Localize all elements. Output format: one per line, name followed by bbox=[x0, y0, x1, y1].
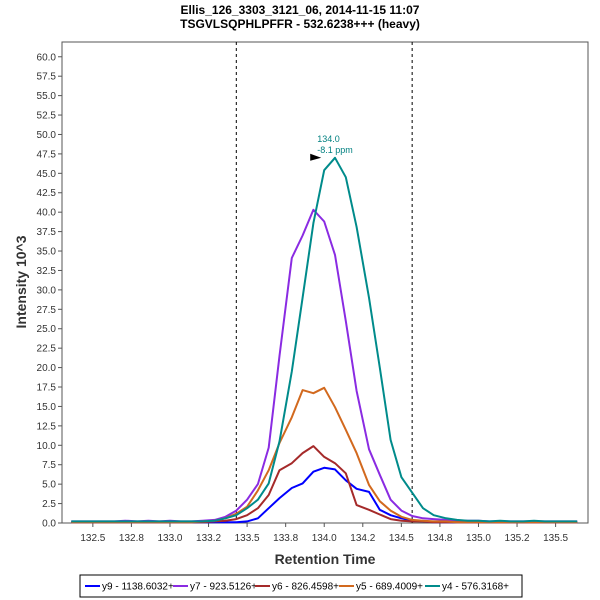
y-tick-label: 22.5 bbox=[37, 344, 57, 355]
y-tick-label: 45.0 bbox=[37, 169, 57, 180]
x-tick-label: 135.2 bbox=[505, 533, 530, 544]
legend-label: y5 - 689.4009+ bbox=[356, 582, 423, 593]
series-line-y4 bbox=[71, 156, 578, 523]
y-tick-label: 12.5 bbox=[37, 421, 57, 432]
x-tick-label: 132.8 bbox=[119, 533, 144, 544]
plot-area bbox=[61, 41, 589, 524]
y-tick-label: 17.5 bbox=[37, 383, 57, 394]
x-tick-label: 134.8 bbox=[427, 533, 452, 544]
y-tick-label: 2.5 bbox=[42, 499, 56, 510]
x-tick-label: 133.8 bbox=[273, 533, 298, 544]
y-tick-label: 52.5 bbox=[37, 111, 57, 122]
y-tick-label: 20.0 bbox=[37, 363, 57, 374]
x-tick-label: 135.0 bbox=[466, 533, 491, 544]
x-tick-label: 134.5 bbox=[389, 533, 414, 544]
y-tick-label: 50.0 bbox=[37, 130, 57, 141]
x-tick-label: 133.5 bbox=[235, 533, 260, 544]
y-tick-label: 35.0 bbox=[37, 247, 57, 258]
y-tick-label: 15.0 bbox=[37, 402, 57, 413]
y-tick-label: 10.0 bbox=[37, 441, 57, 452]
y-tick-label: 37.5 bbox=[37, 227, 57, 238]
y-tick-label: 57.5 bbox=[37, 72, 57, 83]
chart-title: Ellis_126_3303_3121_06, 2014-11-15 11:07 bbox=[181, 3, 420, 17]
y-tick-label: 60.0 bbox=[37, 52, 57, 63]
legend: y9 - 1138.6032+ y7 - 923.5126+ y6 - 826.45… bbox=[79, 574, 523, 598]
y-tick-label: 27.5 bbox=[37, 305, 57, 316]
y-tick-label: 7.5 bbox=[42, 460, 56, 471]
y-axis-title: Intensity 10^3 bbox=[13, 235, 29, 328]
y-tick-label: 30.0 bbox=[37, 285, 57, 296]
x-tick-label: 134.0 bbox=[312, 533, 337, 544]
y-tick-label: 25.0 bbox=[37, 324, 57, 335]
x-tick-label: 134.2 bbox=[350, 533, 375, 544]
x-tick-label: 133.2 bbox=[196, 533, 221, 544]
y-tick-label: 5.0 bbox=[42, 480, 56, 491]
y-tick-label: 42.5 bbox=[37, 188, 57, 199]
peak-annotation-time: 134.0 bbox=[317, 134, 340, 144]
y-tick-label: 47.5 bbox=[37, 149, 57, 160]
y-tick-label: 55.0 bbox=[37, 91, 57, 102]
peak-annotation-ppm: -8.1 ppm bbox=[317, 145, 353, 155]
y-tick-label: 0.0 bbox=[42, 519, 56, 530]
legend-label: y4 - 576.3168+ bbox=[442, 582, 509, 593]
x-tick-label: 135.5 bbox=[543, 533, 568, 544]
x-tick-label: 132.5 bbox=[80, 533, 105, 544]
x-tick-label: 133.0 bbox=[157, 533, 182, 544]
legend-label: y6 - 826.4598+ bbox=[272, 582, 339, 593]
legend-label: y9 - 1138.6032+ bbox=[102, 582, 174, 593]
y-tick-label: 40.0 bbox=[37, 208, 57, 219]
legend-label: y7 - 923.5126+ bbox=[190, 582, 257, 593]
y-tick-label: 32.5 bbox=[37, 266, 57, 277]
chart-subtitle: TSGVLSQPHLPFFR - 532.6238+++ (heavy) bbox=[180, 17, 420, 31]
peak-marker-icon bbox=[310, 153, 322, 161]
x-axis-title: Retention Time bbox=[275, 551, 376, 567]
